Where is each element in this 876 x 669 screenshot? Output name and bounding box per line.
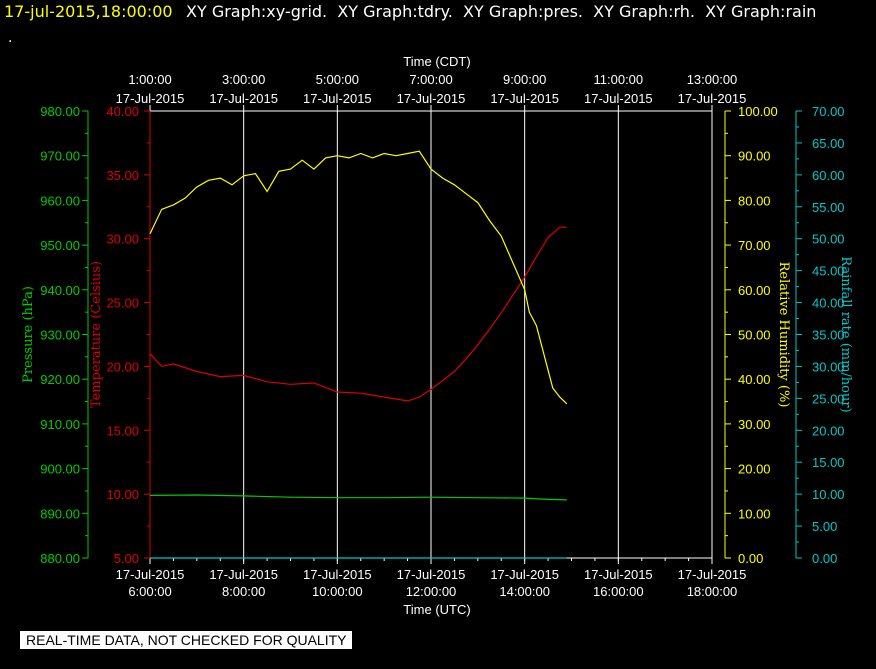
x-tick-label: 18:00:00 <box>687 584 738 599</box>
pressure-tick-label: 950.00 <box>40 238 80 253</box>
humidity-tick-label: 40.00 <box>738 372 771 387</box>
temperature-tick-label: 15.00 <box>106 423 139 438</box>
x-tick-label: 17-Jul-2015 <box>490 567 559 582</box>
x-tick-label: 17-Jul-2015 <box>397 567 466 582</box>
quality-notice: REAL-TIME DATA, NOT CHECKED FOR QUALITY <box>20 631 353 649</box>
humidity-tick-label: 20.00 <box>738 462 771 477</box>
x-top-tick-label: 17-Jul-2015 <box>397 91 466 106</box>
humidity-tick-label: 0.00 <box>738 551 763 566</box>
x-top-axis-title: Time (CDT) <box>403 54 470 69</box>
humidity-tick-label: 60.00 <box>738 283 771 298</box>
humidity-series-line <box>149 150 568 405</box>
temperature-tick-label: 5.00 <box>114 551 139 566</box>
x-top-tick-label: 7:00:00 <box>409 72 452 87</box>
rainfall-tick-label: 15.00 <box>812 455 845 470</box>
pressure-tick-label: 910.00 <box>40 417 80 432</box>
rainfall-tick-label: 20.00 <box>812 423 845 438</box>
temperature-tick-label: 10.00 <box>106 487 139 502</box>
rainfall-tick-label: 5.00 <box>812 519 837 534</box>
humidity-axis-title: Relative Humidity (%) <box>776 262 791 408</box>
x-top-tick-label: 17-Jul-2015 <box>303 91 372 106</box>
humidity-tick-label: 80.00 <box>738 193 771 208</box>
rainfall-tick-label: 10.00 <box>812 487 845 502</box>
temperature-tick-label: 20.00 <box>106 359 139 374</box>
x-top-tick-label: 13:00:00 <box>687 72 738 87</box>
temperature-tick-label: 30.00 <box>106 232 139 247</box>
x-top-tick-label: 5:00:00 <box>316 72 359 87</box>
x-tick-label: 16:00:00 <box>593 584 644 599</box>
temperature-tick-label: 40.00 <box>106 104 139 119</box>
x-top-tick-label: 1:00:00 <box>128 72 171 87</box>
pressure-series-line <box>149 494 567 501</box>
temperature-series-line <box>149 226 567 402</box>
x-tick-label: 17-Jul-2015 <box>303 567 372 582</box>
header-dot: . <box>8 30 13 46</box>
x-top-tick-label: 17-Jul-2015 <box>209 91 278 106</box>
temperature-axis-title: Temperature (Celsius) <box>89 261 104 408</box>
chart-timestamp: 17-jul-2015,18:00:00 <box>4 2 173 21</box>
humidity-tick-label: 10.00 <box>738 506 771 521</box>
rainfall-tick-label: 35.00 <box>812 328 845 343</box>
humidity-tick-label: 100.00 <box>738 104 778 119</box>
x-tick-label: 17-Jul-2015 <box>209 567 278 582</box>
humidity-tick-label: 70.00 <box>738 238 771 253</box>
rainfall-tick-label: 60.00 <box>812 168 845 183</box>
x-tick-label: 12:00:00 <box>406 584 457 599</box>
rainfall-tick-label: 30.00 <box>812 359 845 374</box>
x-top-tick-label: 17-Jul-2015 <box>584 91 653 106</box>
pressure-tick-label: 960.00 <box>40 193 80 208</box>
x-tick-label: 8:00:00 <box>222 584 265 599</box>
rainfall-tick-label: 50.00 <box>812 232 845 247</box>
pressure-tick-label: 880.00 <box>40 551 80 566</box>
x-tick-label: 17-Jul-2015 <box>678 567 747 582</box>
pressure-axis-title: Pressure (hPa) <box>21 286 36 383</box>
x-top-tick-label: 9:00:00 <box>503 72 546 87</box>
rainfall-tick-label: 70.00 <box>812 104 845 119</box>
rainfall-tick-label: 25.00 <box>812 391 845 406</box>
pressure-tick-label: 940.00 <box>40 283 80 298</box>
x-top-tick-label: 11:00:00 <box>594 72 644 87</box>
humidity-tick-label: 90.00 <box>738 149 771 164</box>
x-tick-label: 17-Jul-2015 <box>584 567 653 582</box>
rainfall-tick-label: 55.00 <box>812 200 845 215</box>
rainfall-tick-label: 40.00 <box>812 296 845 311</box>
x-top-tick-label: 17-Jul-2015 <box>116 91 185 106</box>
x-tick-label: 14:00:00 <box>499 584 550 599</box>
x-tick-label: 17-Jul-2015 <box>116 567 185 582</box>
humidity-tick-label: 30.00 <box>738 417 771 432</box>
pressure-tick-label: 890.00 <box>40 506 80 521</box>
graph-list: XY Graph:xy-grid. XY Graph:tdry. XY Grap… <box>186 2 817 21</box>
rainfall-axis-title: Rainfall rate (mm/hour) <box>838 256 853 412</box>
rainfall-tick-label: 65.00 <box>812 136 845 151</box>
pressure-tick-label: 920.00 <box>40 372 80 387</box>
humidity-tick-label: 50.00 <box>738 328 771 343</box>
rainfall-tick-label: 45.00 <box>812 264 845 279</box>
x-tick-label: 6:00:00 <box>128 584 171 599</box>
x-top-tick-label: 17-Jul-2015 <box>490 91 559 106</box>
x-axis-title: Time (UTC) <box>403 602 470 617</box>
temperature-tick-label: 35.00 <box>106 168 139 183</box>
pressure-tick-label: 980.00 <box>40 104 80 119</box>
temperature-tick-label: 25.00 <box>106 296 139 311</box>
x-tick-label: 10:00:00 <box>312 584 363 599</box>
pressure-tick-label: 970.00 <box>40 149 80 164</box>
pressure-tick-label: 900.00 <box>40 462 80 477</box>
x-top-tick-label: 17-Jul-2015 <box>678 91 747 106</box>
pressure-tick-label: 930.00 <box>40 328 80 343</box>
rainfall-tick-label: 0.00 <box>812 551 837 566</box>
x-top-tick-label: 3:00:00 <box>222 72 265 87</box>
